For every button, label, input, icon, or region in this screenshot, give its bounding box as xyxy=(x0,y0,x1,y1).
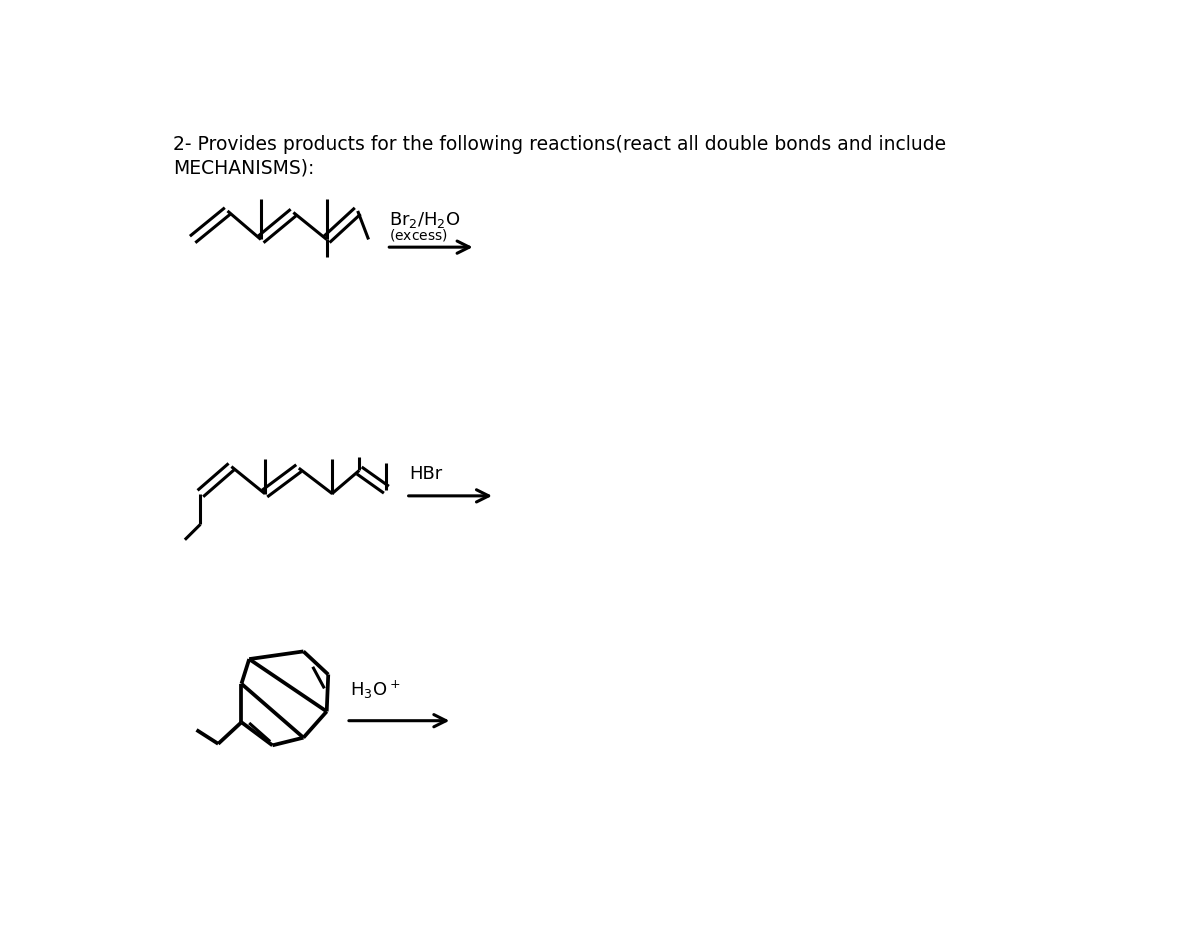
Text: HBr: HBr xyxy=(409,464,443,482)
Text: Br$_2$/H$_2$O: Br$_2$/H$_2$O xyxy=(389,210,460,229)
Text: 2- Provides products for the following reactions(react all double bonds and incl: 2- Provides products for the following r… xyxy=(173,135,947,154)
Text: MECHANISMS):: MECHANISMS): xyxy=(173,158,314,177)
Text: H$_3$O$^+$: H$_3$O$^+$ xyxy=(350,678,401,700)
Text: $\mathregular{(excess)}$: $\mathregular{(excess)}$ xyxy=(389,227,448,243)
